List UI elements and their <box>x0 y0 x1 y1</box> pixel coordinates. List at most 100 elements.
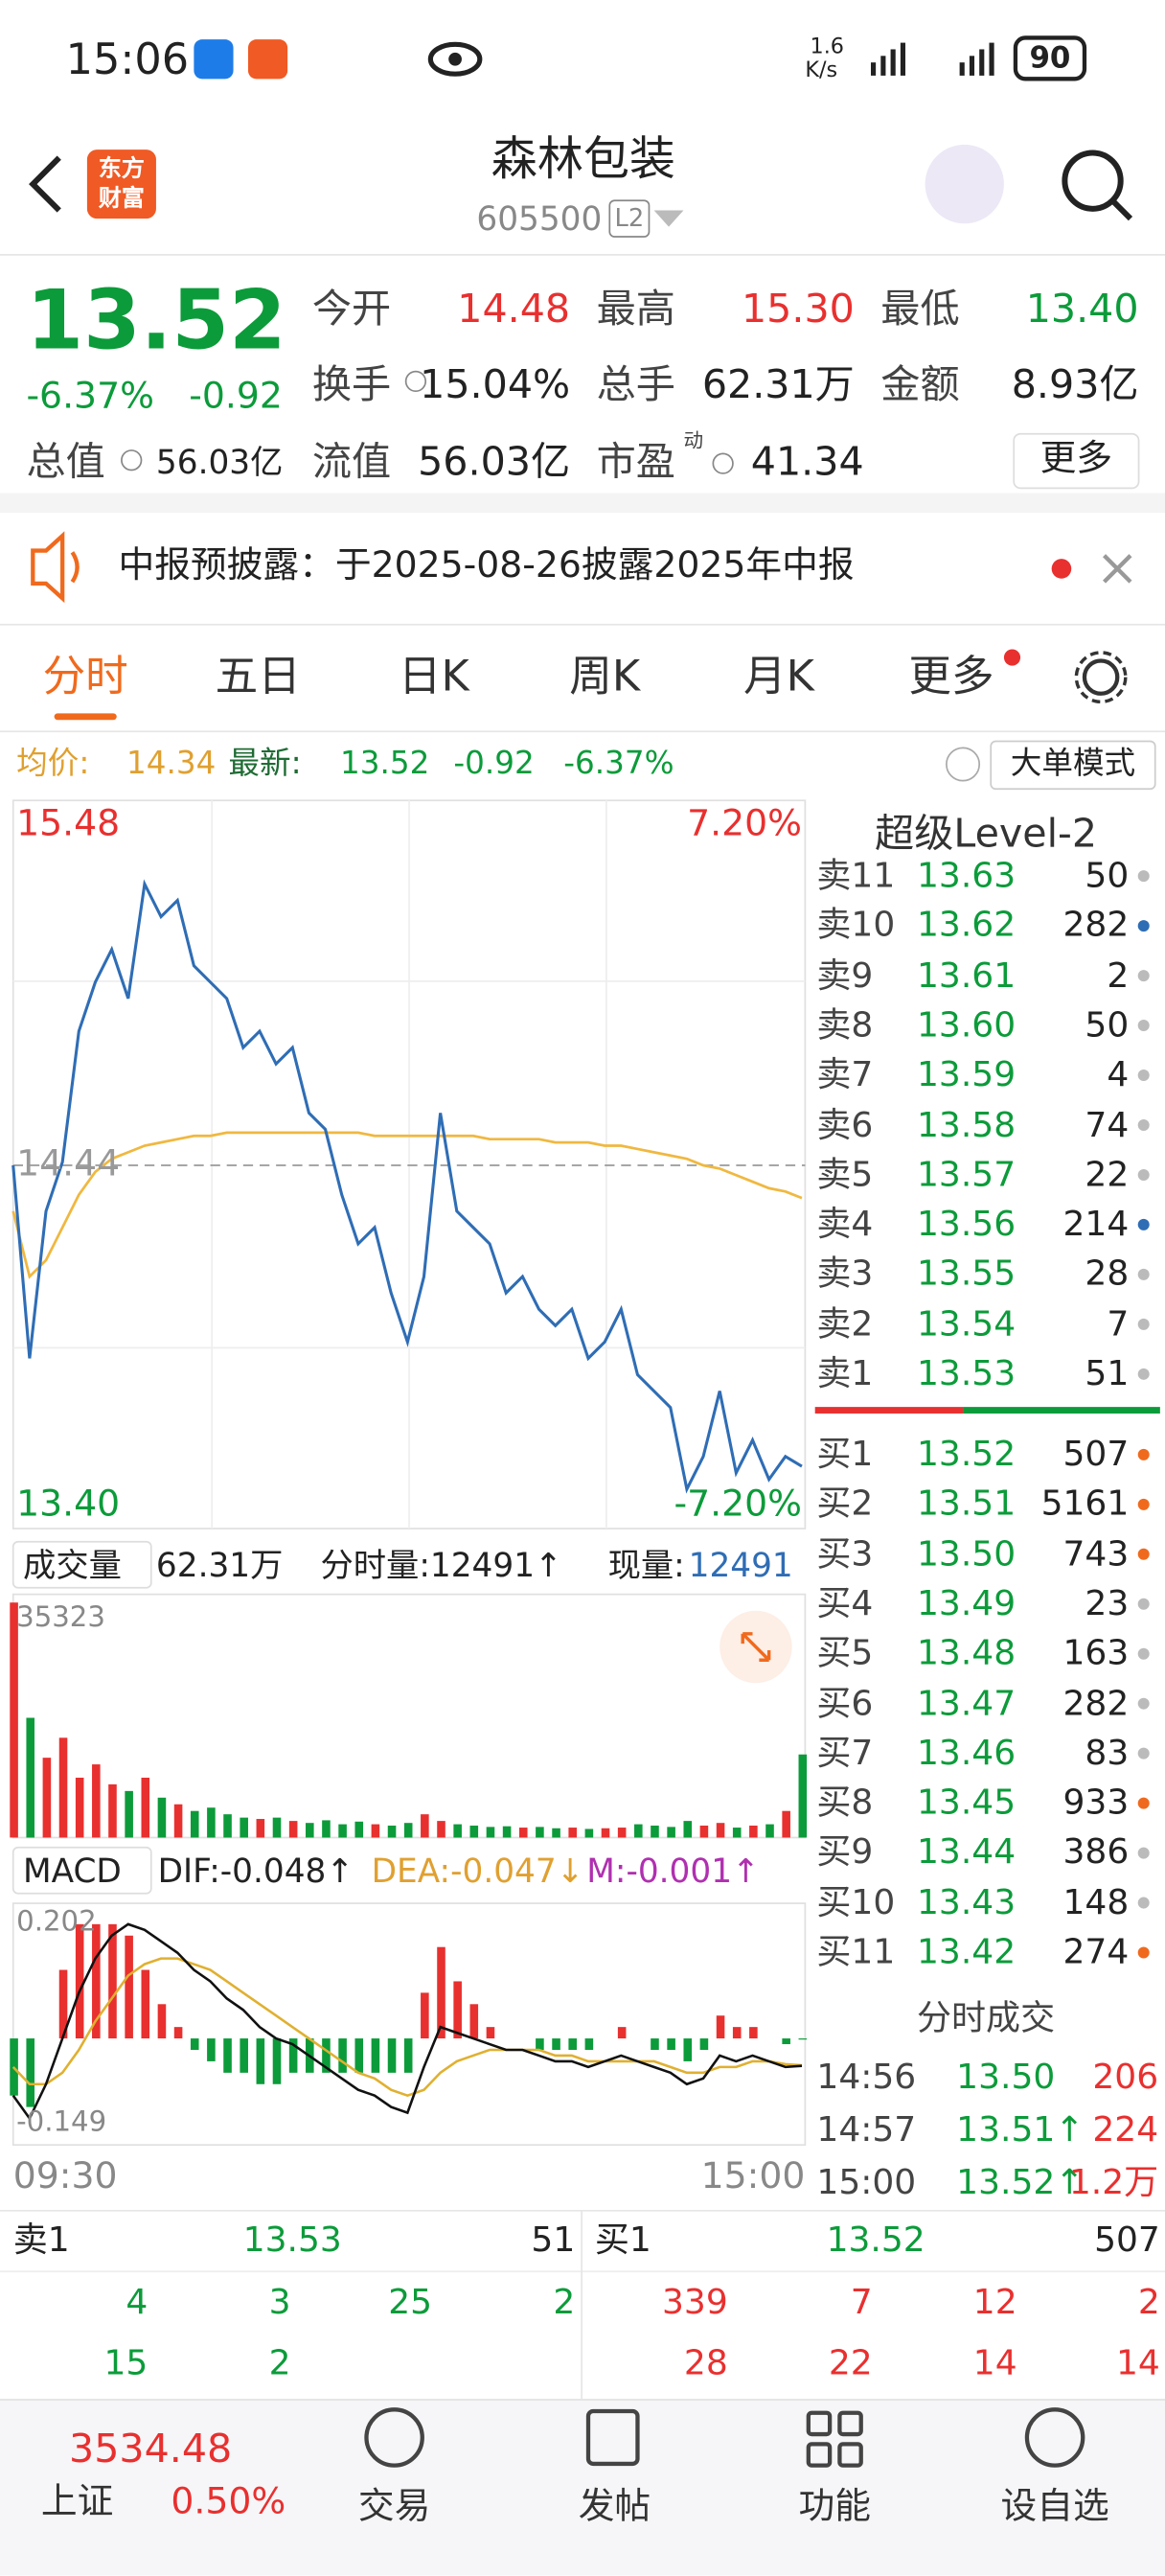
field-value: 41.34 <box>750 438 864 485</box>
search-button <box>1109 198 1133 221</box>
book-price: 13.53 <box>242 2220 342 2260</box>
book-qty: 214 <box>1062 1204 1130 1244</box>
macd-bar <box>683 2038 693 2061</box>
change: -0.92 <box>189 376 283 418</box>
volume-bar <box>306 1823 314 1838</box>
close-button[interactable] <box>1103 554 1132 584</box>
volume-selector[interactable] <box>11 1540 152 1589</box>
macd-bar <box>108 1923 117 2039</box>
back-button[interactable] <box>29 155 61 213</box>
book-label: 买4 <box>816 1583 874 1623</box>
volume-bar <box>568 1828 577 1838</box>
volume-bar <box>322 1820 331 1838</box>
latest-label: 最新: <box>228 745 302 782</box>
nav-item[interactable]: 交易 <box>357 2486 431 2528</box>
dea-label: DEA:-0.047↓ <box>371 1851 584 1891</box>
book-price: 13.57 <box>917 1154 1017 1194</box>
y2-tick-label: 7.20% <box>687 803 802 845</box>
volume-bar <box>157 1797 167 1838</box>
queue-qty: 2 <box>1137 2282 1160 2322</box>
book-label: 卖1 <box>816 1353 874 1393</box>
field-value: 13.40 <box>1025 286 1139 333</box>
help-icon[interactable] <box>946 747 981 782</box>
indicator-selector[interactable] <box>11 1846 152 1895</box>
tab[interactable]: 周K <box>569 652 641 702</box>
volume-bar <box>108 1783 117 1838</box>
index-name: 上证 <box>40 2481 114 2523</box>
queue-qty: 4 <box>126 2282 148 2322</box>
macd-bar <box>26 2038 35 2107</box>
book-qty: 163 <box>1062 1633 1130 1673</box>
tab[interactable]: 更多 <box>908 652 994 702</box>
settings-button[interactable] <box>1082 658 1120 696</box>
volume-bar <box>782 1810 790 1838</box>
book-qty: 50 <box>1085 855 1130 895</box>
order-dot <box>1137 1747 1150 1760</box>
field-value: 14.48 <box>457 286 571 333</box>
app-icon <box>194 39 234 80</box>
order-dot <box>1137 870 1150 883</box>
volume-bar <box>338 1824 347 1838</box>
volume-bar <box>798 1754 808 1838</box>
nav-icon <box>806 2410 863 2468</box>
stock-name: 森林包装 <box>491 131 675 186</box>
eye-icon <box>448 52 462 66</box>
volume-bar <box>141 1777 150 1838</box>
y2-tick-label: -7.20% <box>674 1484 802 1526</box>
book-label: 卖2 <box>816 1303 874 1344</box>
search-button[interactable] <box>1062 150 1124 212</box>
tab[interactable]: 五日 <box>215 652 301 702</box>
tab[interactable]: 日K <box>398 652 469 702</box>
macd-label[interactable]: MACD <box>23 1851 122 1891</box>
volume-bar <box>387 1825 397 1838</box>
book-price: 13.45 <box>917 1782 1017 1823</box>
macd-bar <box>453 1981 462 2039</box>
more-button[interactable]: 更多 <box>1039 438 1113 480</box>
book-price: 13.52 <box>826 2220 925 2260</box>
dropdown <box>653 210 684 227</box>
level2-title: 超级Level-2 <box>875 810 1098 857</box>
tab[interactable]: 月K <box>743 652 814 702</box>
change-pct: -6.37% <box>26 376 154 418</box>
macd-bar <box>256 2038 265 2084</box>
info-icon <box>404 370 427 393</box>
volume-bar <box>371 1824 380 1838</box>
queue-qty: 3 <box>268 2282 291 2322</box>
order-dot <box>1137 1020 1150 1032</box>
volume-bar <box>683 1821 693 1838</box>
book-label: 买11 <box>816 1932 896 1972</box>
book-qty: 51 <box>531 2220 576 2260</box>
macd-bar <box>207 2038 216 2061</box>
book-label: 卖6 <box>816 1104 874 1144</box>
book-label: 卖7 <box>816 1054 874 1094</box>
book-price: 13.43 <box>917 1882 1017 1922</box>
expand-button <box>741 1632 771 1662</box>
book-qty: 274 <box>1062 1932 1130 1972</box>
nav-item[interactable]: 发帖 <box>578 2486 651 2528</box>
macd-bar <box>371 2038 380 2073</box>
more-button[interactable] <box>1013 432 1140 490</box>
settings-button <box>1074 651 1128 704</box>
volume-label[interactable]: 成交量 <box>23 1545 122 1585</box>
nav-icon <box>1024 2407 1085 2468</box>
queue-qty: 15 <box>103 2342 148 2383</box>
nav-item[interactable]: 功能 <box>798 2486 872 2528</box>
book-label: 买10 <box>816 1882 896 1922</box>
book-price: 13.59 <box>917 1054 1017 1094</box>
index-value[interactable]: 3534.48 <box>69 2426 233 2472</box>
notice[interactable]: 中报预披露：于2025-08-26披露2025年中报 <box>118 545 855 587</box>
tab[interactable]: 分时 <box>42 652 128 702</box>
mode-button[interactable]: 大单模式 <box>1010 745 1136 782</box>
field-value: 56.03亿 <box>418 438 571 485</box>
queue-qty: 12 <box>972 2282 1017 2322</box>
volume-bar <box>256 1819 265 1838</box>
volume-bar <box>173 1804 183 1838</box>
avatar[interactable] <box>925 144 1004 224</box>
field-value: 15.30 <box>741 286 855 333</box>
field-value: 62.31万 <box>701 361 855 408</box>
m-label: M:-0.001↑ <box>586 1851 760 1891</box>
nav-item[interactable]: 设自选 <box>1000 2486 1109 2528</box>
macd-bar <box>75 1923 84 2039</box>
book-qty: 74 <box>1085 1104 1130 1144</box>
mode-button[interactable] <box>990 740 1156 791</box>
